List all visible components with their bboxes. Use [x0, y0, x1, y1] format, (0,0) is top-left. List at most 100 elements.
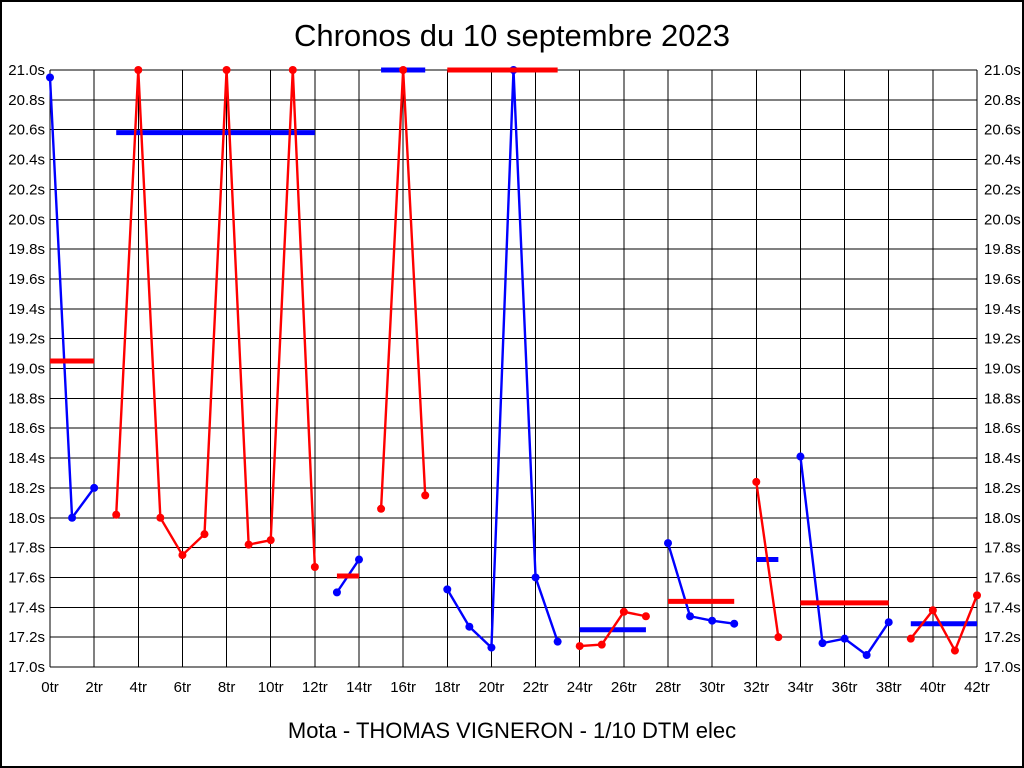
x-tick-label: 36tr	[832, 679, 858, 696]
y-tick-label-left: 17.0s	[8, 659, 45, 676]
chart-title: Chronos du 10 septembre 2023	[293, 18, 730, 53]
y-tick-label-right: 17.2s	[984, 629, 1021, 646]
lap-time-point	[818, 639, 827, 648]
lap-time-point	[355, 555, 363, 564]
lap-time-point	[553, 637, 562, 646]
lap-time-point	[112, 510, 121, 519]
y-tick-label-left: 19.4s	[8, 301, 45, 318]
lap-time-point	[465, 622, 474, 631]
lap-time-point	[288, 66, 297, 74]
lap-time-line	[909, 594, 979, 652]
lap-time-point	[796, 452, 805, 461]
y-tick-label-left: 17.2s	[8, 629, 45, 646]
lap-time-point	[421, 491, 430, 500]
lap-time-point	[708, 616, 717, 625]
lap-time-point	[597, 640, 606, 649]
y-tick-label-right: 18.2s	[984, 480, 1021, 497]
lap-time-point	[134, 66, 143, 74]
x-tick-label: 24tr	[567, 679, 593, 696]
lap-time-point	[752, 477, 761, 486]
lap-time-point	[730, 619, 739, 628]
x-tick-label: 14tr	[346, 679, 372, 696]
y-tick-label-right: 18.8s	[984, 390, 1021, 407]
y-tick-label-left: 17.4s	[8, 599, 45, 616]
lap-time-point	[156, 513, 165, 522]
lap-time-point	[774, 633, 783, 642]
lap-time-point	[973, 591, 981, 600]
y-tick-label-left: 18.6s	[8, 420, 45, 437]
y-tick-label-left: 20.8s	[8, 92, 45, 109]
y-tick-label-right: 20.4s	[984, 152, 1021, 169]
x-tick-label: 42tr	[964, 679, 990, 696]
y-tick-label-right: 19.2s	[984, 331, 1021, 348]
y-tick-label-left: 17.6s	[8, 569, 45, 586]
lap-time-point	[399, 66, 408, 74]
x-tick-label: 18tr	[434, 679, 460, 696]
x-tick-label: 26tr	[611, 679, 637, 696]
lap-time-point	[310, 563, 319, 572]
lap-time-point	[90, 483, 99, 492]
x-tick-label: 30tr	[699, 679, 725, 696]
y-tick-label-right: 20.6s	[984, 122, 1021, 139]
y-tick-label-right: 21.0s	[984, 62, 1021, 79]
lap-time-line	[115, 68, 317, 568]
lap-time-line	[446, 68, 559, 649]
lap-time-point	[641, 612, 650, 621]
x-tick-label: 10tr	[258, 679, 284, 696]
y-tick-label-right: 17.8s	[984, 540, 1021, 557]
y-tick-label-left: 19.6s	[8, 271, 45, 288]
lap-time-point	[686, 612, 695, 621]
y-tick-label-right: 20.0s	[984, 211, 1021, 228]
lap-time-point	[222, 66, 231, 74]
lap-time-point	[200, 530, 209, 539]
lap-time-line	[579, 610, 647, 648]
lap-time-point	[840, 634, 849, 643]
y-tick-label-left: 18.0s	[8, 510, 45, 527]
lap-time-point	[332, 588, 341, 597]
y-tick-label-left: 19.2s	[8, 331, 45, 348]
y-tick-label-left: 19.8s	[8, 241, 45, 258]
lap-time-point	[906, 634, 915, 643]
y-tick-label-right: 19.8s	[984, 241, 1021, 258]
lap-time-point	[884, 618, 893, 627]
lap-time-point	[862, 651, 871, 660]
y-tick-label-right: 18.6s	[984, 420, 1021, 437]
y-tick-label-right: 17.6s	[984, 569, 1021, 586]
y-tick-label-right: 20.2s	[984, 181, 1021, 198]
lap-time-line	[755, 481, 780, 638]
lap-time-point	[575, 642, 584, 651]
y-tick-label-right: 17.0s	[984, 659, 1021, 676]
x-tick-label: 22tr	[523, 679, 549, 696]
y-tick-label-right: 18.4s	[984, 450, 1021, 467]
lap-time-point	[487, 643, 496, 652]
y-tick-label-left: 20.6s	[8, 122, 45, 139]
x-tick-label: 20tr	[478, 679, 504, 696]
chart-footer: Mota - THOMAS VIGNERON - 1/10 DTM elec	[287, 718, 737, 743]
x-tick-label: 34tr	[787, 679, 813, 696]
y-tick-label-right: 19.4s	[984, 301, 1021, 318]
x-tick-label: 12tr	[302, 679, 328, 696]
lap-time-point	[266, 536, 275, 545]
lap-time-line	[666, 542, 735, 625]
lap-time-line	[48, 77, 96, 519]
lap-time-point	[377, 504, 386, 513]
y-tick-label-left: 18.2s	[8, 480, 45, 497]
lap-time-point	[664, 539, 672, 548]
y-tick-label-left: 17.8s	[8, 540, 45, 557]
lap-time-point	[928, 606, 937, 615]
lap-time-point	[68, 513, 77, 522]
x-tick-label: 2tr	[85, 679, 103, 696]
x-tick-label: 8tr	[218, 679, 236, 696]
y-tick-label-right: 19.6s	[984, 271, 1021, 288]
y-tick-label-right: 18.0s	[984, 510, 1021, 527]
x-tick-label: 38tr	[876, 679, 902, 696]
y-tick-label-left: 21.0s	[8, 62, 45, 79]
x-tick-label: 4tr	[130, 679, 148, 696]
lap-time-point	[619, 607, 628, 616]
x-tick-label: 32tr	[743, 679, 769, 696]
lap-time-point	[950, 646, 959, 655]
y-tick-label-left: 20.4s	[8, 152, 45, 169]
y-tick-label-right: 17.4s	[984, 599, 1021, 616]
